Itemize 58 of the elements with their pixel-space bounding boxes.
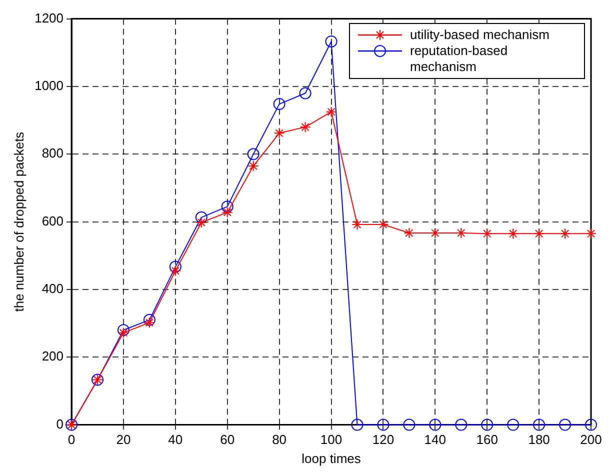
point (325, 35, 338, 48)
point (170, 265, 181, 276)
x-tick-label: 60 (220, 432, 235, 448)
y-tick-label: 400 (42, 281, 64, 296)
y-tick-label: 1200 (34, 10, 64, 26)
point (300, 122, 311, 133)
point (351, 418, 364, 431)
point (221, 200, 234, 213)
x-tick-label: 0 (68, 432, 76, 448)
x-tick-label: 160 (476, 432, 498, 448)
point (352, 219, 363, 230)
point (222, 206, 233, 218)
point (456, 227, 467, 238)
point (195, 211, 208, 224)
point (248, 160, 259, 172)
legend-label: reputation-based mechanism (410, 42, 509, 75)
x-tick-label: 20 (116, 432, 131, 448)
point (377, 418, 390, 431)
legend-label: utility-based mechanism (410, 26, 550, 43)
point (585, 418, 597, 431)
point (299, 87, 312, 100)
point (455, 418, 468, 431)
point (403, 418, 416, 431)
y-axis-title: the number of dropped packets (11, 131, 26, 312)
point (196, 216, 207, 228)
point (144, 317, 155, 328)
point (481, 418, 494, 431)
y-tick-label: 800 (42, 146, 64, 161)
point (273, 98, 286, 110)
point (559, 418, 572, 431)
point (118, 327, 129, 338)
x-tick-label: 200 (580, 432, 602, 448)
y-tick-label: 200 (42, 348, 64, 364)
y-tick-label: 600 (42, 213, 64, 228)
point (274, 128, 285, 139)
x-axis-title: loop times (302, 450, 362, 466)
x-tick-label: 140 (424, 432, 446, 448)
point (378, 219, 389, 230)
point (326, 106, 337, 118)
x-tick-label: 80 (272, 432, 287, 448)
x-tick-label: 180 (528, 432, 550, 448)
y-tick-label: 1000 (34, 78, 64, 94)
point (482, 228, 493, 240)
x-tick-label: 40 (168, 432, 183, 448)
point (117, 324, 130, 336)
point (534, 228, 545, 240)
point (586, 228, 596, 240)
point (507, 418, 520, 431)
point (508, 228, 519, 240)
x-tick-label: 120 (372, 432, 394, 448)
point (560, 228, 571, 240)
y-tick-label: 0 (56, 416, 64, 432)
x-tick-label: 100 (320, 432, 342, 448)
point (247, 148, 260, 160)
point (143, 314, 156, 326)
point (533, 418, 546, 431)
point (169, 260, 182, 273)
point (429, 418, 442, 431)
